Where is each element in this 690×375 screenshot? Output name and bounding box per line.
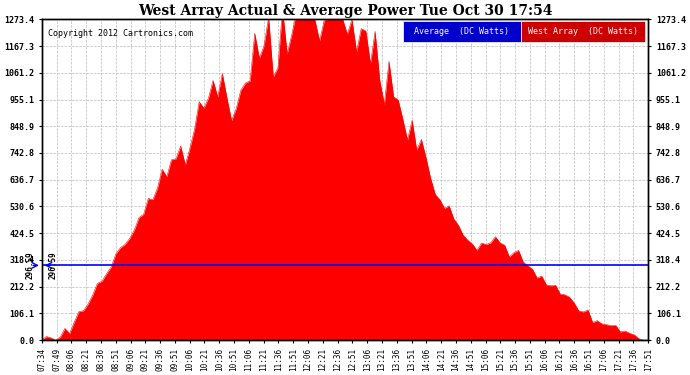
Text: West Array  (DC Watts): West Array (DC Watts) — [528, 27, 638, 36]
FancyBboxPatch shape — [521, 21, 645, 42]
Text: Copyright 2012 Cartronics.com: Copyright 2012 Cartronics.com — [48, 29, 193, 38]
FancyBboxPatch shape — [402, 21, 521, 42]
Text: 296.59: 296.59 — [26, 252, 34, 279]
Text: Average  (DC Watts): Average (DC Watts) — [414, 27, 509, 36]
Text: 296.59: 296.59 — [49, 252, 58, 279]
Title: West Array Actual & Average Power Tue Oct 30 17:54: West Array Actual & Average Power Tue Oc… — [138, 4, 552, 18]
